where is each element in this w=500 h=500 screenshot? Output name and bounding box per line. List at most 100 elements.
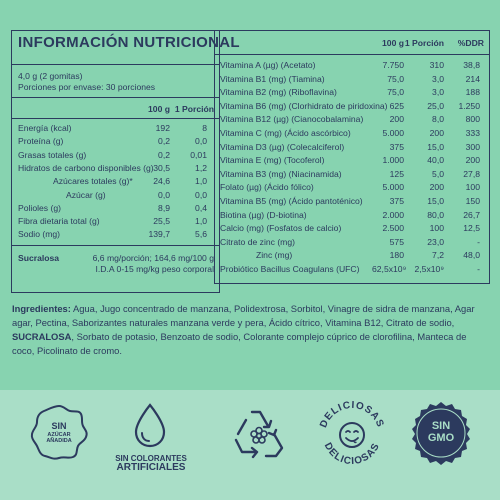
vitamin-label: Biotina (µg) (D-biotina) (220, 209, 307, 220)
vitamin-label: Vitamina E (mg) (Tocoferol) (220, 155, 325, 166)
recycle-icon (234, 410, 284, 459)
nutrient-value-portion: 1,0 (195, 176, 207, 187)
vitamin-value-vpor: 80,0 (427, 209, 444, 220)
label-panel (0, 0, 500, 390)
ingredients-label: Ingredientes: (12, 303, 71, 314)
vitamin-label: Vitamina B3 (mg) (Niacinamida) (220, 168, 342, 179)
vitamin-value-vpor: 2,5x10⁹ (414, 264, 444, 274)
sucralosa-value: 6,6 mg/porción; 164,6 mg/100 g (92, 253, 214, 263)
col-header-ddr: %DDR (457, 38, 484, 48)
vitamin-value-v100: 1.000 (382, 155, 404, 166)
svg-text:DELICIOSAS: DELICIOSAS (318, 400, 386, 430)
vitamin-label: Vitamina C (mg) (Ácido ascórbico) (220, 128, 351, 138)
nutrient-label: Azúcares totales (g)* (53, 176, 133, 187)
nutrient-value-portion: 0,0 (195, 136, 207, 147)
svg-text:DELICIOSAS: DELICIOSAS (322, 441, 382, 467)
divider (11, 97, 220, 98)
nutrient-value-100g: 0,2 (158, 149, 170, 160)
vitamin-value-ddr: 1.250 (458, 100, 480, 111)
vitamin-value-v100: 125 (389, 168, 404, 179)
vitamin-label: Vitamina D3 (µg) (Colecalciferol) (220, 141, 345, 152)
vitamin-value-vpor: 40,0 (427, 155, 444, 166)
nutrient-value-100g: 24,6 (153, 176, 170, 187)
ingredients-text-end: , Sorbato de potasio, Benzoato de sodio,… (12, 331, 467, 356)
ingredients-highlight: SUCRALOSA (12, 331, 72, 342)
vitamin-value-ddr: 12,5 (463, 223, 480, 234)
vitamin-value-vpor: 200 (429, 128, 444, 138)
vitamin-value-v100: 200 (389, 114, 404, 125)
nutrient-value-100g: 8,9 (158, 202, 170, 213)
vitamin-value-v100: 5.000 (382, 128, 404, 138)
vitamin-value-v100: 2.500 (382, 223, 404, 234)
vitamin-value-v100: 75,0 (387, 73, 404, 84)
vitamin-value-v100: 7.750 (382, 60, 404, 70)
col-header-portion: 1 Porción (174, 104, 214, 114)
vitamin-label: Folato (µg) (Ácido fólico) (220, 182, 314, 193)
vitamin-value-ddr: 214 (465, 73, 480, 84)
sin-colorantes-line2: ARTIFICIALES (116, 462, 186, 473)
vitamin-value-vpor: 3,0 (432, 87, 444, 98)
ingredients-text: Agua, Jugo concentrado de manzana, Polid… (12, 303, 475, 328)
vitamin-label: Probiótico Bacillus Coagulans (UFC) (220, 264, 360, 274)
deliciosas-top-text: DELICIOSAS (318, 400, 385, 430)
sin-azucar-badge-icon (30, 404, 88, 460)
col-header-100g: 100 g (382, 38, 404, 48)
vitamin-value-ddr: 333 (465, 128, 480, 138)
vitamin-value-v100: 375 (389, 196, 404, 206)
nutrient-label: Proteína (g) (18, 136, 64, 147)
col-header-100g: 100 g (148, 104, 170, 114)
nutrient-value-portion: 1,2 (195, 162, 207, 173)
vitamin-value-ddr: 26,7 (463, 209, 480, 220)
nutrient-value-portion: 0,4 (195, 202, 207, 213)
nutrient-label: Sodio (mg) (18, 229, 61, 240)
vitamin-value-v100: 5.000 (382, 182, 404, 193)
nutrition-table-right (214, 30, 490, 284)
vitamin-value-vpor: 23,0 (427, 236, 444, 247)
sin-gmo-seal-icon (412, 402, 470, 465)
nutrient-value-portion: 0,01 (190, 149, 207, 160)
vitamin-value-vpor: 7,2 (432, 250, 444, 261)
vitamin-value-ddr: 27,8 (463, 168, 480, 179)
nutrient-label: Azúcar (g) (66, 189, 106, 200)
vitamin-value-ddr: 150 (465, 196, 480, 206)
vitamin-label: Vitamina B1 (mg) (Tiamina) (220, 73, 325, 84)
sin-azucar-line2: AZÚCAR (47, 432, 71, 438)
vitamin-value-ddr: 300 (465, 141, 480, 152)
sin-gmo-line1: SIN (431, 420, 451, 432)
vitamin-value-vpor: 15,0 (427, 141, 444, 152)
divider (11, 245, 220, 246)
vitamin-value-vpor: 310 (429, 60, 444, 70)
nutrient-value-portion: 5,6 (195, 229, 207, 240)
vitamin-value-v100: 625 (389, 100, 404, 111)
ida-value: I.D.A 0-15 mg/kg peso corporal (95, 264, 214, 274)
vitamin-label: Citrato de zinc (mg) (220, 236, 295, 247)
sucralosa-label: Sucralosa (18, 253, 60, 263)
nutrient-value-portion: 0,0 (195, 189, 207, 200)
divider (11, 118, 220, 119)
vitamin-value-v100: 2.000 (382, 209, 404, 220)
vitamin-label: Zinc (mg) (256, 250, 293, 261)
nutrient-label: Polioles (g) (18, 202, 61, 213)
nutrient-value-100g: 0,2 (158, 136, 170, 147)
servings-per-container: Porciones por envase: 30 porciones (18, 82, 156, 92)
divider (11, 64, 220, 65)
vitamin-value-vpor: 25,0 (427, 100, 444, 111)
nutrient-value-100g: 0,0 (158, 189, 170, 200)
deliciosas-badge-icon: DELICIOSAS DELICIOSAS (318, 400, 386, 467)
vitamin-value-v100: 575 (389, 236, 404, 247)
deliciosas-bottom-text: DELICIOSAS (322, 441, 381, 467)
vitamin-value-vpor: 15,0 (427, 196, 444, 206)
vitamin-value-v100: 62,5x10⁹ (372, 264, 407, 274)
sin-colorantes-line1: SIN COLORANTES (115, 454, 187, 463)
ingredients-block: Ingredientes: Agua, Jugo concentrado de … (12, 302, 488, 358)
vitamin-value-ddr: 38,8 (463, 60, 480, 70)
vitamin-value-ddr: 800 (465, 114, 480, 125)
sin-azucar-line3: AÑADIDA (46, 438, 72, 444)
nutrient-value-100g: 192 (155, 123, 170, 133)
vitamin-label: Vitamina B12 (µg) (Cianocobalamina) (220, 114, 364, 125)
col-header-portion: 1 Porción (404, 38, 444, 48)
vitamin-value-vpor: 200 (429, 182, 444, 193)
vitamin-label: Vitamina B6 (mg) (Clorhidrato de piridox… (220, 100, 388, 111)
nutrient-value-100g: 25,5 (153, 216, 170, 227)
vitamin-label: Vitamina B2 (mg) (Riboflavina) (220, 87, 337, 98)
